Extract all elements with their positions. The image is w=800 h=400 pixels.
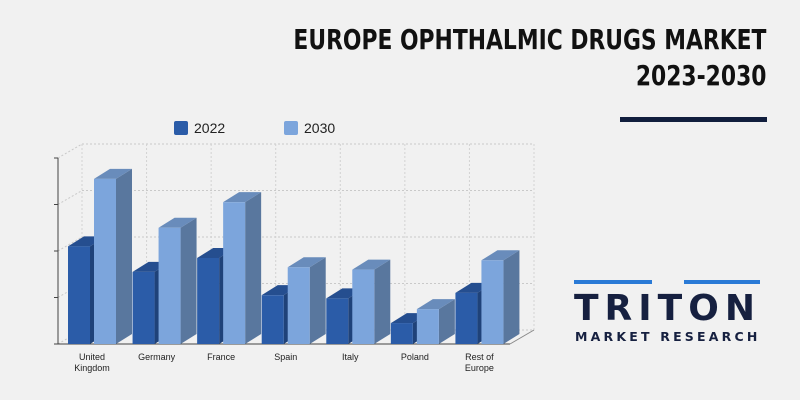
bar-top-france-2030: [223, 192, 262, 203]
bar-side-italy-2030: [374, 259, 391, 344]
legend-item-2030: 2030: [284, 120, 335, 136]
bar-italy-2022: [326, 298, 349, 344]
bar-top-spain-2030: [287, 257, 326, 268]
x-tick-label: United Kingdom: [74, 352, 110, 373]
x-tick-label: Poland: [401, 352, 429, 362]
bar-poland-2030: [416, 309, 439, 344]
x-tick-label: Rest of Europe: [465, 352, 494, 373]
bar-top-germany-2030: [158, 217, 197, 228]
bar-france-2022: [197, 257, 220, 344]
title-underline: [620, 117, 767, 122]
legend-swatch-2022: [174, 121, 188, 135]
bar-germany-2022: [132, 271, 155, 344]
logo-accent-right: [684, 280, 760, 284]
bar-spain-2030: [287, 267, 310, 344]
bar-side-rest-of-europe-2030: [503, 250, 520, 344]
x-tick-label: Germany: [138, 352, 176, 362]
bar-poland-2022: [390, 323, 413, 344]
title-line-2: 2023-2030: [635, 59, 766, 92]
bar-top-poland-2030: [416, 299, 455, 310]
legend-label-2030: 2030: [304, 120, 336, 136]
gridline-depth: [57, 190, 83, 205]
bar-italy-2030: [352, 269, 375, 344]
bar-side-poland-2030: [438, 299, 455, 344]
legend-swatch-2030: [284, 121, 298, 135]
x-tick-label: Italy: [342, 352, 359, 362]
bar-top-united-kingdom-2030: [94, 168, 132, 179]
gridline-depth: [57, 236, 83, 252]
logo-subtitle: MARKET RESEARCH: [575, 329, 761, 344]
bar-spain-2022: [261, 295, 284, 344]
logo-wordmark: TRITON: [574, 288, 761, 329]
triton-logo: TRITON MARKET RESEARCH: [574, 278, 764, 348]
x-tick-label: Spain: [274, 352, 297, 362]
bar-rest-of-europe-2030: [481, 260, 504, 344]
bar-united-kingdom-2022: [68, 246, 90, 344]
bar-side-germany-2030: [180, 217, 197, 344]
x-tick-label: France: [207, 352, 235, 362]
gridline-depth: [57, 143, 83, 159]
bar-top-italy-2030: [352, 259, 391, 270]
bar-germany-2030: [158, 227, 181, 344]
bar-side-spain-2030: [309, 257, 326, 344]
bar-rest-of-europe-2022: [455, 292, 478, 344]
logo-accent-left: [574, 280, 652, 284]
bar-france-2030: [223, 202, 246, 344]
bar-top-rest-of-europe-2030: [481, 250, 520, 261]
legend-item-2022: 2022: [174, 120, 225, 136]
title-line-1: EUROPE OPHTHALMIC DRUGS MARKET: [292, 23, 766, 56]
bar-united-kingdom-2030: [94, 178, 116, 344]
bar-side-france-2030: [245, 192, 262, 344]
chart-title: EUROPE OPHTHALMIC DRUGS MARKET 2023-2030: [293, 22, 766, 94]
x-axis-depth: [509, 329, 535, 345]
legend-label-2022: 2022: [194, 120, 226, 136]
bar-side-united-kingdom-2030: [116, 168, 132, 344]
